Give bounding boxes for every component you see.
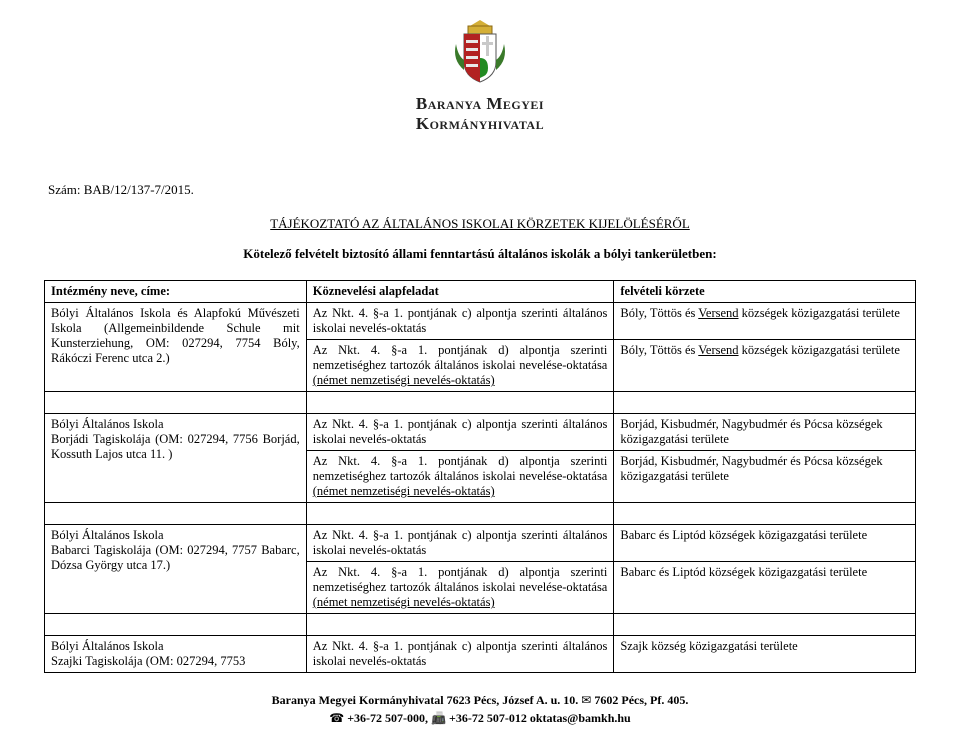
cell-institution: Bólyi Általános Iskola Babarci Tagiskolá… [45, 525, 307, 614]
table-row: Bólyi Általános Iskola Borjádi Tagiskolá… [45, 414, 916, 451]
doc-number: Szám: BAB/12/137-7/2015. [48, 182, 194, 198]
table-spacer-row [45, 503, 916, 525]
fax-icon: 📠 [431, 711, 446, 725]
org-line1: Baranya Megyei [0, 94, 960, 114]
cell-district: Borjád, Kisbudmér, Nagybudmér és Pócsa k… [614, 414, 916, 451]
mail-icon: ✉ [581, 693, 591, 707]
cell-task: Az Nkt. 4. §-a 1. pontjának c) alpontja … [306, 303, 614, 340]
org-line2: Kormányhivatal [0, 114, 960, 134]
districts-table: Intézmény neve, címe: Köznevelési alapfe… [44, 280, 916, 673]
cell-institution: Bólyi Általános Iskola és Alapfokú Művés… [45, 303, 307, 392]
doc-title: TÁJÉKOZTATÓ AZ ÁLTALÁNOS ISKOLAI KÖRZETE… [0, 216, 960, 232]
cell-institution: Bólyi Általános Iskola Szajki Tagiskoláj… [45, 636, 307, 673]
footer-line1: Baranya Megyei Kormányhivatal 7623 Pécs,… [0, 691, 960, 709]
org-heading: Baranya Megyei Kormányhivatal [0, 94, 960, 133]
cell-district: Babarc és Liptód községek közigazgatási … [614, 562, 916, 614]
crest-emblem [450, 16, 510, 86]
table-spacer-row [45, 392, 916, 414]
doc-subtitle: Kötelező felvételt biztosító állami fenn… [0, 246, 960, 262]
cell-district: Szajk község közigazgatási területe [614, 636, 916, 673]
table-spacer-row [45, 614, 916, 636]
cell-task: Az Nkt. 4. §-a 1. pontjának d) alpontja … [306, 340, 614, 392]
cell-task: Az Nkt. 4. §-a 1. pontjának d) alpontja … [306, 562, 614, 614]
cell-task: Az Nkt. 4. §-a 1. pontjának d) alpontja … [306, 451, 614, 503]
col-header-institution: Intézmény neve, címe: [45, 281, 307, 303]
cell-district: Bóly, Töttös és Versend községek közigaz… [614, 340, 916, 392]
col-header-district: felvételi körzete [614, 281, 916, 303]
table-header-row: Intézmény neve, címe: Köznevelési alapfe… [45, 281, 916, 303]
table-row: Bólyi Általános Iskola Szajki Tagiskoláj… [45, 636, 916, 673]
table-row: Bólyi Általános Iskola és Alapfokú Művés… [45, 303, 916, 340]
phone-icon: ☎ [329, 711, 344, 725]
page-footer: Baranya Megyei Kormányhivatal 7623 Pécs,… [0, 691, 960, 727]
title-block: TÁJÉKOZTATÓ AZ ÁLTALÁNOS ISKOLAI KÖRZETE… [0, 216, 960, 262]
cell-district: Borjád, Kisbudmér, Nagybudmér és Pócsa k… [614, 451, 916, 503]
col-header-task: Köznevelési alapfeladat [306, 281, 614, 303]
cell-district: Babarc és Liptód községek közigazgatási … [614, 525, 916, 562]
cell-task: Az Nkt. 4. §-a 1. pontjának c) alpontja … [306, 414, 614, 451]
cell-institution: Bólyi Általános Iskola Borjádi Tagiskolá… [45, 414, 307, 503]
table-row: Bólyi Általános Iskola Babarci Tagiskolá… [45, 525, 916, 562]
cell-task: Az Nkt. 4. §-a 1. pontjának c) alpontja … [306, 525, 614, 562]
cell-task: Az Nkt. 4. §-a 1. pontjának c) alpontja … [306, 636, 614, 673]
cell-district: Bóly, Töttös és Versend községek közigaz… [614, 303, 916, 340]
footer-line2: ☎ +36-72 507-000, 📠 +36-72 507-012 oktat… [0, 709, 960, 727]
